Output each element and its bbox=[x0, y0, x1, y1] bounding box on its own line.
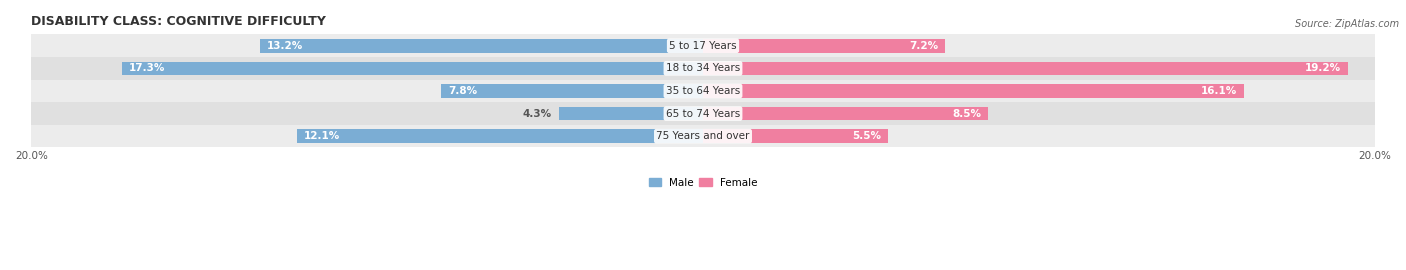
Bar bbox=[703, 39, 945, 53]
Legend: Male, Female: Male, Female bbox=[644, 173, 762, 192]
Bar bbox=[703, 107, 988, 120]
Bar bbox=[31, 125, 1375, 147]
Bar bbox=[441, 84, 703, 98]
Text: 5.5%: 5.5% bbox=[852, 131, 882, 141]
Text: 17.3%: 17.3% bbox=[129, 63, 165, 73]
Text: Source: ZipAtlas.com: Source: ZipAtlas.com bbox=[1295, 19, 1399, 29]
Text: 13.2%: 13.2% bbox=[267, 41, 302, 51]
Bar bbox=[703, 84, 1244, 98]
Text: 75 Years and over: 75 Years and over bbox=[657, 131, 749, 141]
Text: 7.2%: 7.2% bbox=[908, 41, 938, 51]
Text: 4.3%: 4.3% bbox=[523, 109, 553, 119]
Text: 18 to 34 Years: 18 to 34 Years bbox=[666, 63, 740, 73]
Bar bbox=[31, 35, 1375, 57]
Bar bbox=[703, 62, 1348, 75]
Text: 7.8%: 7.8% bbox=[447, 86, 477, 96]
Bar bbox=[31, 80, 1375, 102]
Text: 19.2%: 19.2% bbox=[1305, 63, 1341, 73]
Bar bbox=[260, 39, 703, 53]
Bar bbox=[31, 57, 1375, 80]
Text: DISABILITY CLASS: COGNITIVE DIFFICULTY: DISABILITY CLASS: COGNITIVE DIFFICULTY bbox=[31, 15, 326, 28]
Text: 16.1%: 16.1% bbox=[1201, 86, 1237, 96]
Bar bbox=[31, 102, 1375, 125]
Bar bbox=[703, 129, 887, 143]
Bar bbox=[558, 107, 703, 120]
Text: 8.5%: 8.5% bbox=[953, 109, 981, 119]
Bar bbox=[297, 129, 703, 143]
Text: 65 to 74 Years: 65 to 74 Years bbox=[666, 109, 740, 119]
Text: 35 to 64 Years: 35 to 64 Years bbox=[666, 86, 740, 96]
Text: 5 to 17 Years: 5 to 17 Years bbox=[669, 41, 737, 51]
Bar bbox=[122, 62, 703, 75]
Text: 12.1%: 12.1% bbox=[304, 131, 340, 141]
